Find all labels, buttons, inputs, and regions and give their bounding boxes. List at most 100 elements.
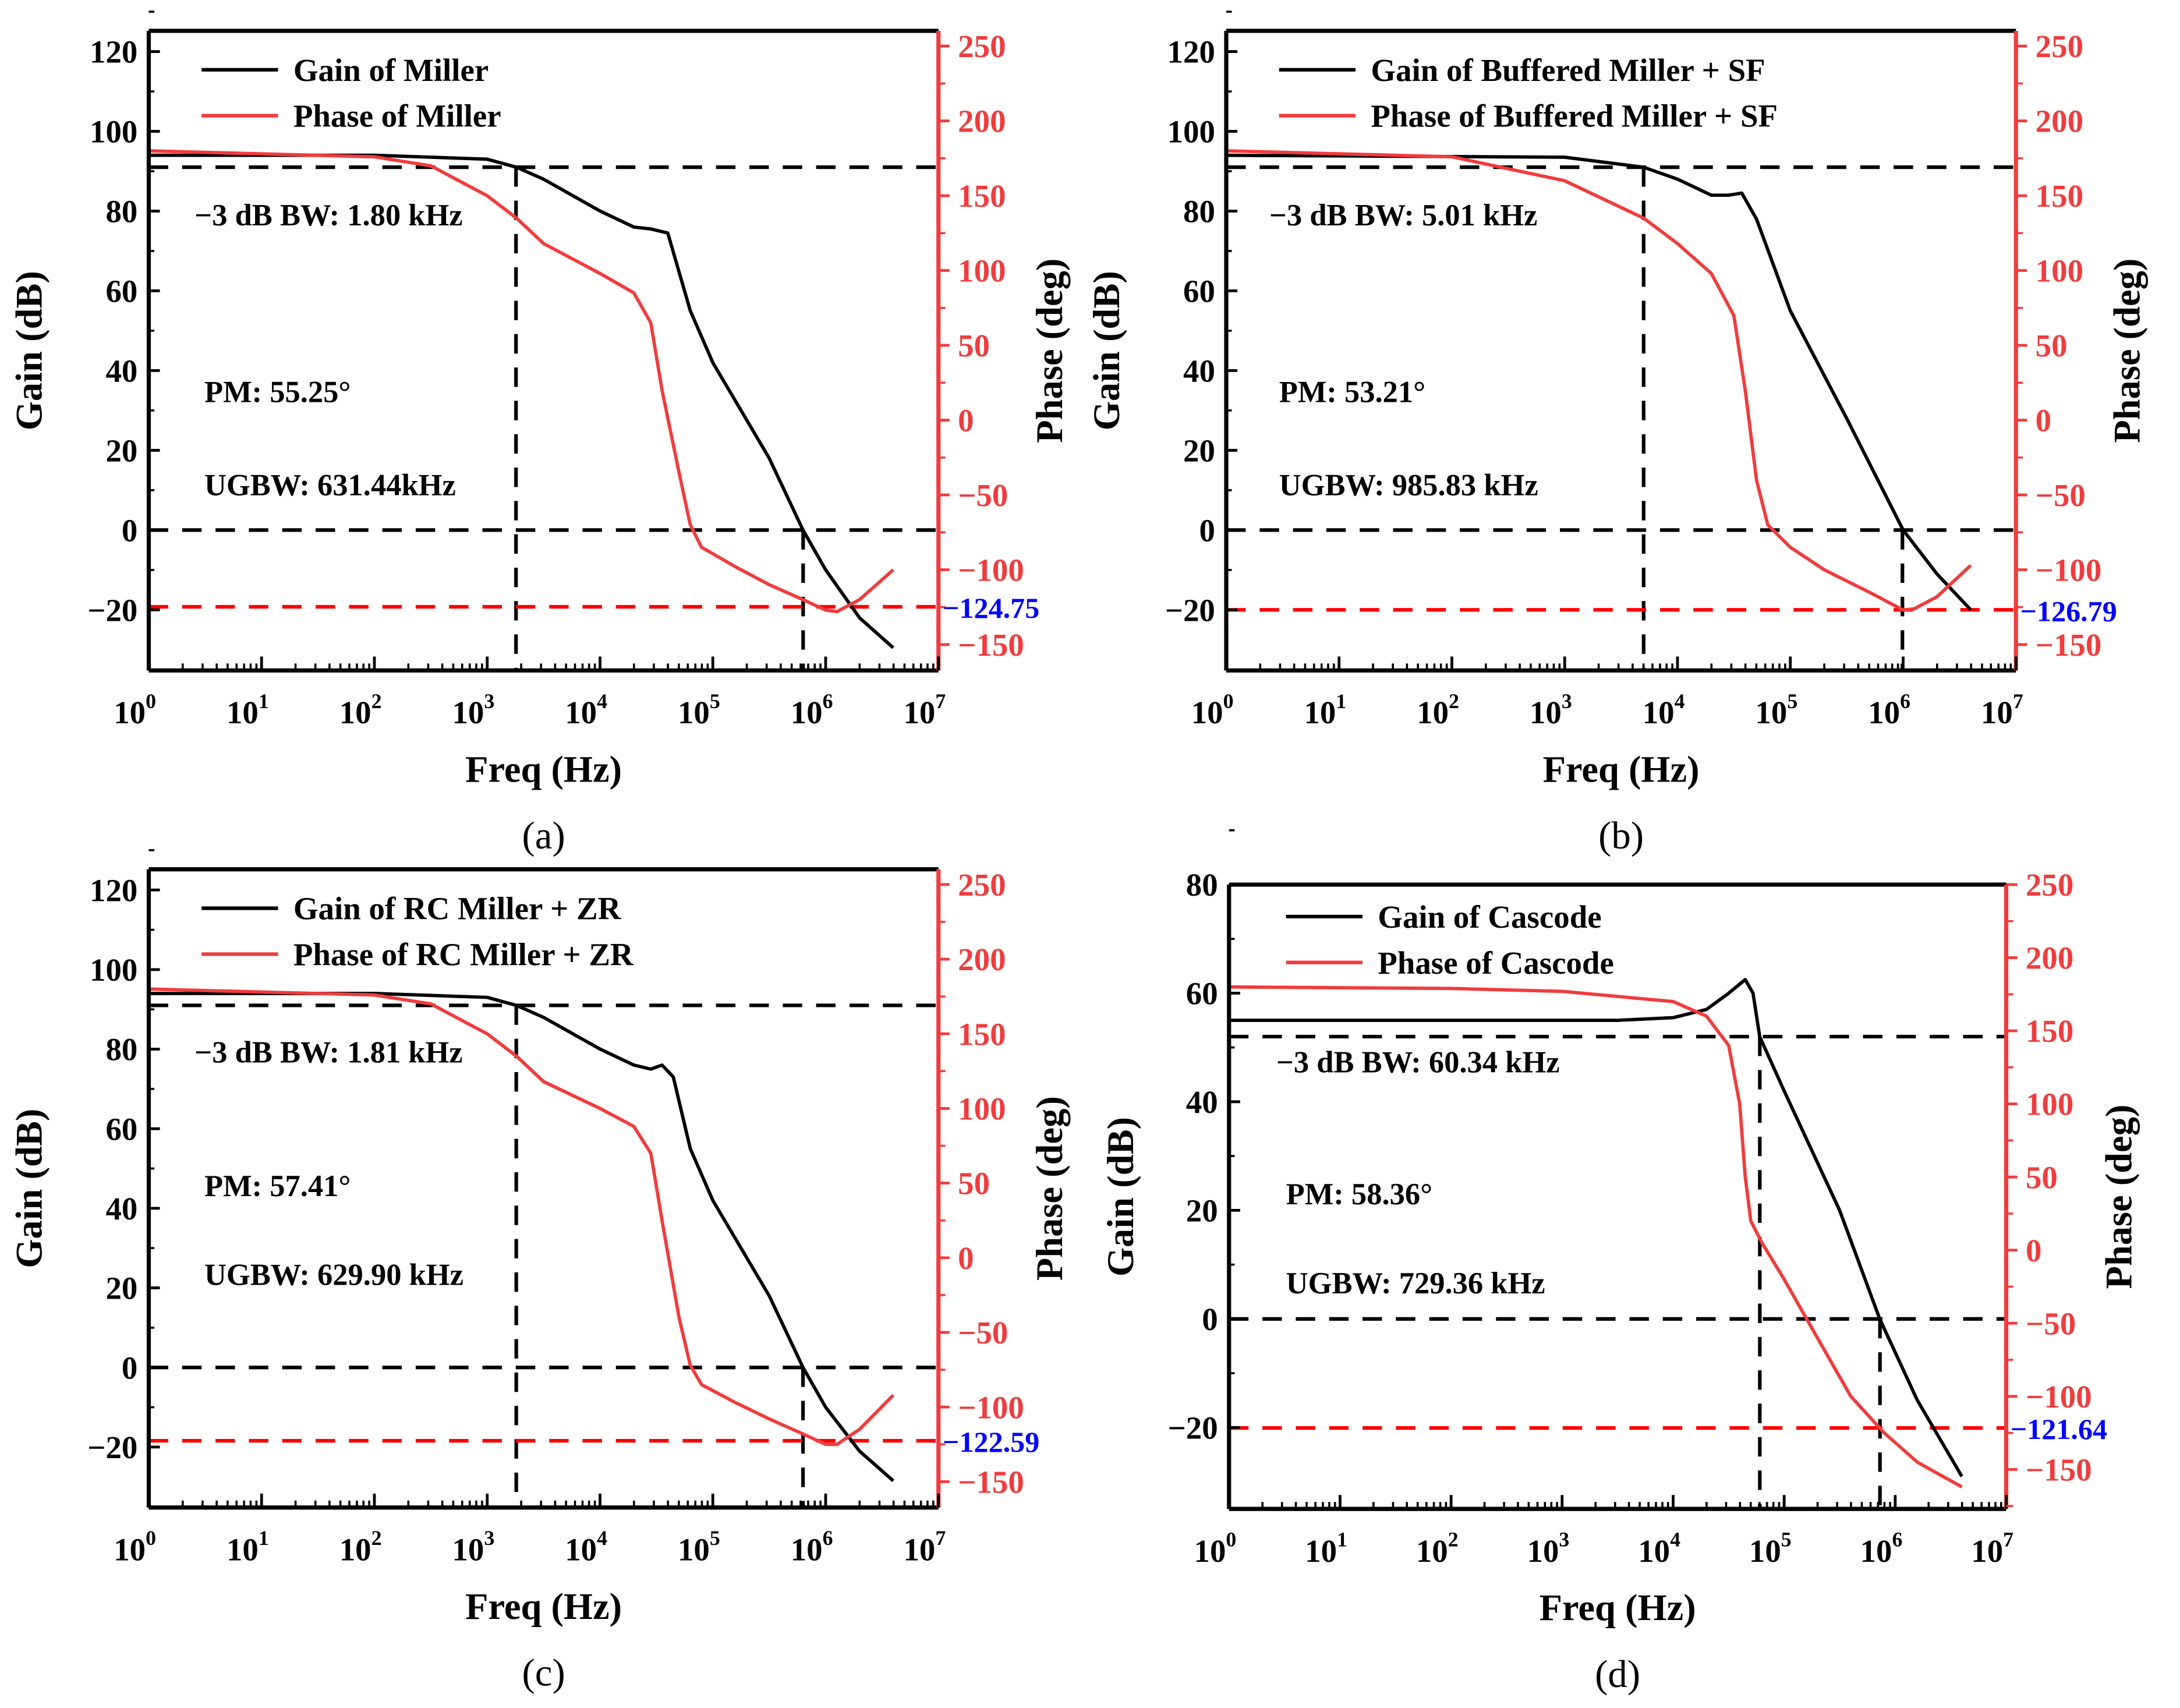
x-tick-label: 102 (339, 689, 382, 730)
x-tick-exponent: 5 (710, 689, 720, 713)
x-tick-label: 105 (1749, 1528, 1792, 1569)
phase-margin-annotation: PM: 55.25° (204, 375, 351, 409)
y-tick-label: 80 (105, 194, 137, 229)
y-tick-label: −20 (1165, 592, 1215, 628)
legend-label: Phase of Cascode (1378, 945, 1614, 981)
x-tick-base: 10 (678, 1532, 710, 1567)
x-tick-exponent: 3 (484, 1526, 494, 1550)
chart-panel-a: 100 101 102 103 104 105 106 107−200204060801001… (9, 10, 1070, 857)
x-tick-label: 107 (903, 1526, 946, 1567)
chart-panel-c: 100 101 102 103 104 105 106 107−200204060801001… (9, 849, 1070, 1694)
x-tick-label: 102 (339, 1526, 382, 1567)
x-tick-exponent: 5 (1787, 689, 1797, 713)
x-tick-exponent: 6 (823, 689, 833, 713)
phase-curve (148, 987, 895, 1447)
y-axis-label: Gain (dB) (1086, 271, 1127, 430)
phase-margin-annotation: PM: 53.21° (1279, 375, 1425, 409)
x-tick-exponent: 1 (259, 689, 269, 713)
legend-label: Gain of Miller (293, 52, 489, 88)
x-tick-label: 104 (1643, 689, 1685, 730)
legend-label: Gain of Buffered Miller + SF (1371, 52, 1765, 88)
y2-tick-label: 250 (2026, 867, 2073, 903)
y-tick-label: 20 (105, 1271, 137, 1306)
y2-tick-label: −150 (2036, 627, 2102, 663)
x-tick-label: 106 (791, 689, 833, 730)
y2-tick-label: 50 (958, 328, 990, 363)
x-tick-label: 100 (114, 689, 156, 730)
y2-axis-label: Phase (deg) (2107, 259, 2148, 443)
x-tick-base: 10 (565, 695, 597, 730)
x-tick-exponent: 2 (371, 689, 382, 713)
y2-tick-label: 150 (958, 1016, 1006, 1052)
y-tick-label: 20 (1183, 433, 1215, 468)
y2-tick-label: −100 (958, 1389, 1024, 1425)
y-tick-label: 100 (90, 114, 137, 150)
y-tick-label: 0 (122, 1350, 137, 1385)
x-tick-label: 102 (1416, 1528, 1459, 1569)
y-tick-label: 120 (90, 872, 137, 908)
x-tick-base: 10 (114, 695, 146, 730)
x-axis-label: Freq (Hz) (1540, 1587, 1696, 1628)
y2-tick-label: 100 (958, 253, 1006, 289)
panel-label: (c) (522, 1651, 565, 1694)
y2-tick-label: 0 (958, 1240, 974, 1276)
y2-tick-label: 250 (958, 867, 1006, 903)
x-tick-label: 107 (903, 689, 946, 730)
y-tick-label: 60 (105, 1111, 137, 1147)
y2-tick-label: 50 (958, 1166, 990, 1201)
x-tick-label: 100 (1191, 689, 1234, 730)
y2-tick-label: −50 (2036, 478, 2086, 513)
y-tick-label: 40 (1186, 1084, 1218, 1120)
x-tick-exponent: 2 (1448, 1528, 1459, 1551)
x-tick-label: 101 (227, 689, 269, 730)
gain-curve (148, 992, 895, 1483)
x-tick-exponent: 5 (710, 1526, 720, 1550)
y-axis-label: Gain (dB) (9, 271, 50, 430)
ugbw-annotation: UGBW: 629.90 kHz (204, 1258, 463, 1292)
x-tick-exponent: 7 (2013, 689, 2023, 713)
x-tick-label: 103 (452, 1526, 494, 1567)
x-tick-base: 10 (1868, 695, 1900, 730)
phase-at-ugbw-label: −122.59 (943, 1426, 1039, 1458)
panel-label: (d) (1595, 1653, 1640, 1696)
y2-tick-label: −100 (2036, 553, 2102, 588)
ugbw-annotation: UGBW: 985.83 kHz (1279, 468, 1538, 502)
x-tick-base: 10 (903, 695, 935, 730)
x-tick-label: 100 (1194, 1528, 1236, 1569)
x-tick-label: 101 (1304, 689, 1346, 730)
x-tick-exponent: 7 (2003, 1528, 2013, 1551)
chart-panel-b: 100 101 102 103 104 105 106 107−200204060801001… (1086, 10, 2148, 857)
y-tick-label: 100 (90, 952, 137, 988)
y2-tick-label: 50 (2026, 1159, 2058, 1195)
x-tick-base: 10 (1304, 695, 1336, 730)
x-tick-base: 10 (1527, 1533, 1559, 1569)
x-tick-base: 10 (452, 1532, 484, 1567)
y2-tick-label: −50 (958, 1315, 1008, 1350)
y-tick-label: 80 (1183, 194, 1215, 229)
y2-axis-label: Phase (deg) (1029, 259, 1070, 443)
x-tick-base: 10 (1191, 695, 1223, 730)
phase-at-ugbw-label: −121.64 (2011, 1413, 2107, 1445)
y-tick-label: 120 (90, 34, 137, 70)
y-tick-label: 0 (1199, 512, 1215, 548)
x-tick-exponent: 1 (1336, 689, 1346, 713)
y2-tick-label: 50 (2036, 328, 2068, 363)
y2-tick-label: 150 (958, 178, 1006, 214)
x-tick-label: 105 (678, 1526, 720, 1567)
y-tick-label: 60 (1186, 976, 1218, 1012)
x-tick-base: 10 (114, 1532, 146, 1567)
x-tick-exponent: 4 (1670, 1528, 1680, 1551)
bandwidth-annotation: −3 dB BW: 5.01 kHz (1269, 199, 1537, 232)
y-tick-label: 120 (1167, 34, 1215, 70)
y2-axis-label: Phase (deg) (1029, 1096, 1070, 1281)
x-tick-exponent: 2 (1449, 689, 1459, 713)
phase-curve (1229, 985, 1963, 1488)
x-tick-label: 104 (565, 689, 607, 730)
gain-curve (1229, 978, 1963, 1477)
x-tick-base: 10 (1194, 1533, 1226, 1569)
panel-label: (a) (522, 814, 565, 857)
x-tick-exponent: 2 (371, 1526, 382, 1550)
y-tick-label: −20 (1167, 1410, 1218, 1445)
x-tick-label: 106 (1868, 689, 1910, 730)
chart-panel-d: 100 101 102 103 104 105 106 107−20020406080−150… (1100, 829, 2139, 1696)
